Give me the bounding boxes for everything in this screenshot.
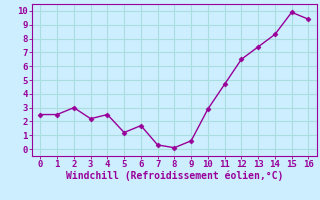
X-axis label: Windchill (Refroidissement éolien,°C): Windchill (Refroidissement éolien,°C) xyxy=(66,171,283,181)
